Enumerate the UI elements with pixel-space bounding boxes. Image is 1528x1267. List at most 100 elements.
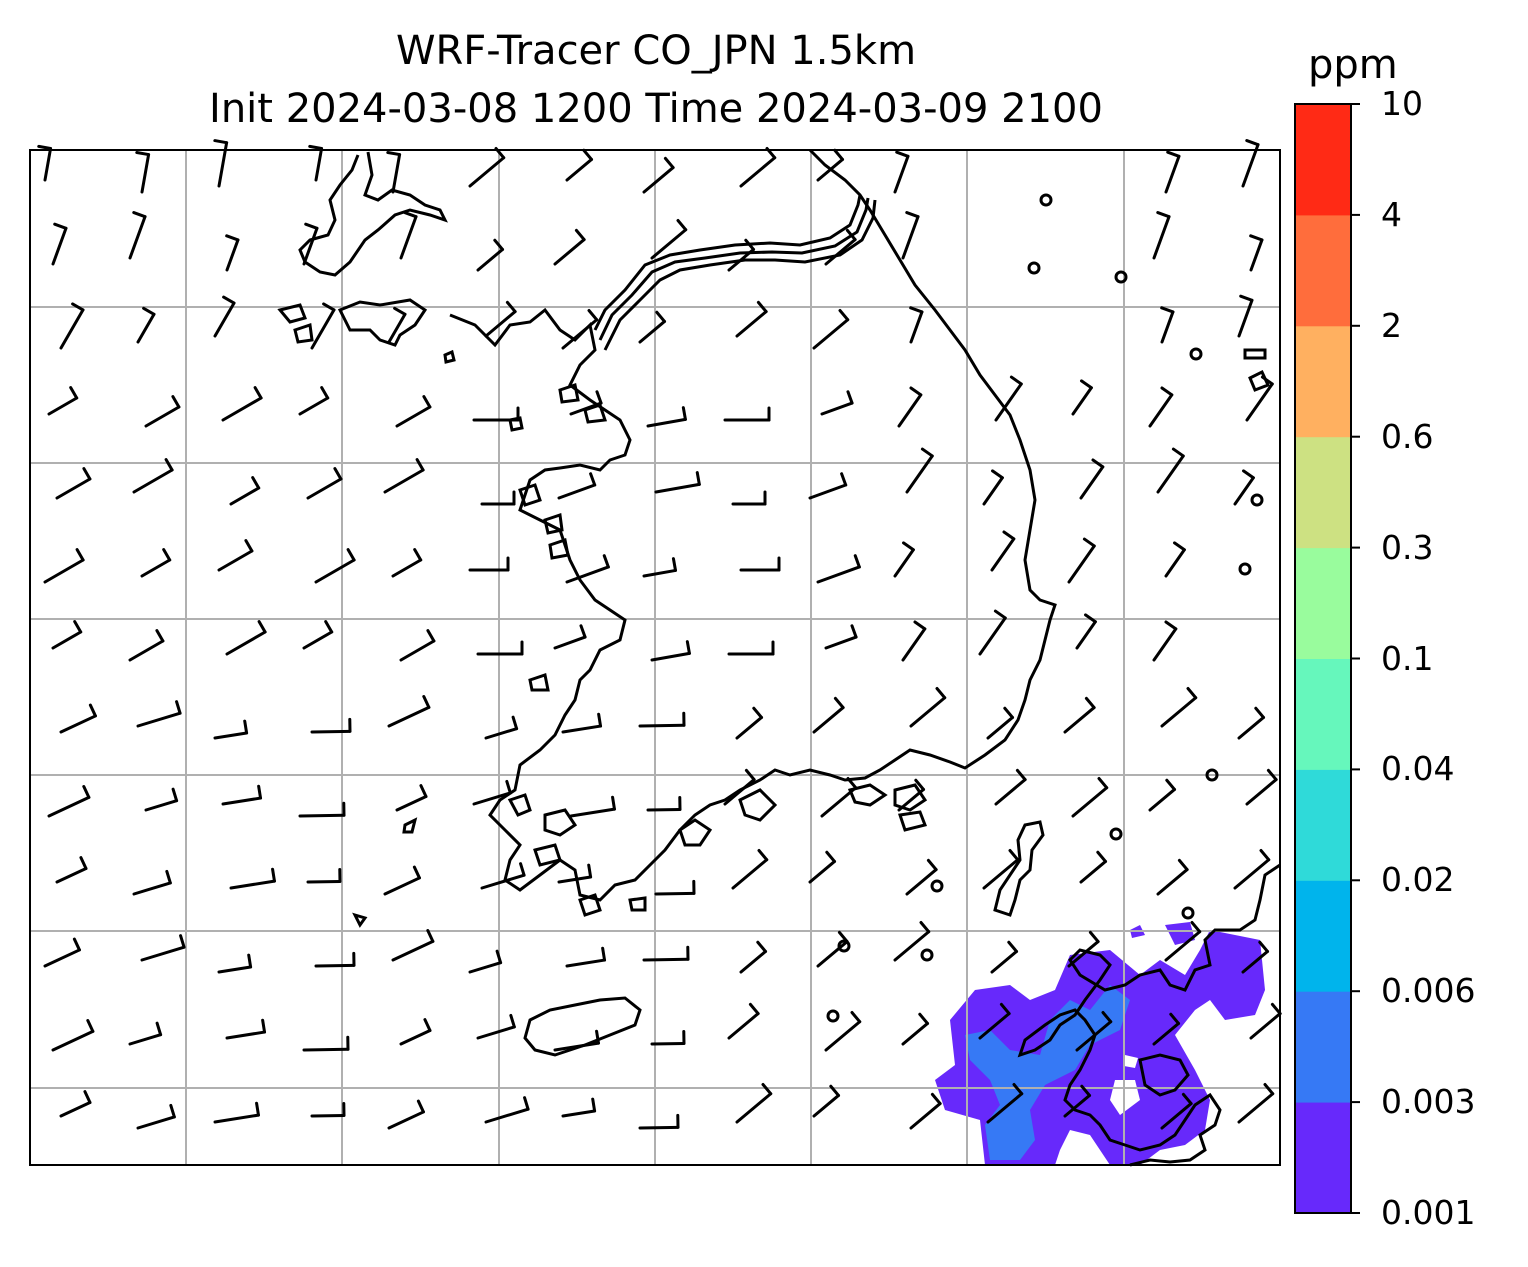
- wind-barb-flag: [902, 541, 915, 552]
- wind-barb-shaft: [901, 215, 920, 260]
- wind-barb: [650, 219, 688, 260]
- wind-barb-shaft: [132, 468, 174, 494]
- wind-barb: [820, 777, 858, 818]
- wind-barb-flag: [1270, 1002, 1282, 1016]
- wind-barb-flag: [53, 222, 68, 230]
- wind-barb-flag: [1186, 687, 1198, 700]
- wind-barb-shaft: [1245, 778, 1278, 806]
- wind-barb: [654, 471, 701, 494]
- wind-barb-shaft: [1075, 1020, 1113, 1052]
- wind-barb-shaft: [986, 715, 1015, 740]
- wind-barb: [820, 390, 854, 416]
- wind-barb: [51, 620, 83, 650]
- wind-barb-flag: [926, 858, 938, 872]
- wind-barb-flag: [324, 620, 334, 634]
- wind-barb-shaft: [561, 318, 599, 350]
- wind-barb: [399, 629, 436, 662]
- wind-barb: [55, 856, 88, 884]
- wind-barb: [472, 406, 520, 422]
- wind-barb-shaft: [43, 146, 53, 182]
- wind-barb-shaft: [132, 881, 172, 896]
- wind-barb: [727, 1002, 760, 1040]
- wind-barb-shaft: [723, 778, 756, 806]
- wind-barb: [213, 719, 249, 740]
- wind-barb: [990, 530, 1016, 572]
- wind-barb-shaft: [55, 477, 92, 500]
- wind-barb: [986, 1083, 1024, 1124]
- wind-barb-flag: [1096, 850, 1108, 863]
- wind-barb-flag: [271, 867, 276, 883]
- wind-barb: [47, 785, 91, 818]
- wind-barb-flag: [1082, 537, 1096, 548]
- wind-barb-flag: [829, 1084, 841, 1097]
- wind-barb-shaft: [468, 156, 506, 188]
- wind-barb-shaft: [1160, 696, 1198, 728]
- wind-barb-flag: [595, 1029, 600, 1045]
- wind-barb: [812, 309, 850, 350]
- wind-barb-shaft: [387, 312, 407, 344]
- wind-barb: [221, 784, 263, 806]
- wind-barb-shaft: [812, 318, 850, 350]
- wind-barb: [812, 696, 845, 734]
- wind-barb-flag: [920, 447, 934, 458]
- wind-barb-shaft: [1075, 620, 1097, 650]
- wind-barb: [982, 469, 1004, 506]
- wind-barb-flag: [909, 386, 923, 397]
- wind-barb-flag: [1254, 706, 1266, 719]
- map-title-line-2: Init 2024-03-08 1200 Time 2024-03-09 210…: [209, 86, 1103, 132]
- wind-barb: [1245, 375, 1274, 422]
- calm-wind-circle: [1205, 768, 1219, 782]
- wind-barb-flag: [88, 703, 97, 718]
- wind-barb-shaft: [1079, 859, 1108, 884]
- wind-barb-flag: [1080, 1084, 1092, 1097]
- wind-barb-flag: [1091, 458, 1105, 469]
- wind-barb: [565, 148, 594, 182]
- wind-barb: [213, 295, 236, 338]
- wind-barb: [399, 211, 418, 260]
- calm-wind-circle: [837, 939, 851, 953]
- wind-barb-flag: [587, 863, 593, 879]
- wind-barb: [132, 869, 172, 896]
- wind-barb-flag: [846, 390, 854, 405]
- wind-barb-flag: [1003, 706, 1015, 719]
- wind-barb-flag: [1165, 778, 1177, 791]
- wind-barb: [395, 395, 432, 428]
- korea-south-islands: [678, 783, 928, 847]
- colorbar-tick-label: 2: [1381, 305, 1402, 345]
- wind-barb-flag: [833, 696, 845, 710]
- wind-barb-shaft: [51, 630, 83, 650]
- wind-barb-flag: [1249, 234, 1264, 242]
- wind-barb-shaft: [302, 1047, 350, 1052]
- wind-barb: [1148, 386, 1174, 428]
- wind-barb-flag: [991, 469, 1004, 480]
- wind-barb-shaft: [1063, 1093, 1092, 1118]
- colorbar-tick-label: 0.6: [1381, 416, 1434, 456]
- wind-barb-flag: [257, 620, 267, 634]
- wind-barb-shaft: [140, 153, 151, 194]
- wind-barb-shaft: [990, 537, 1016, 572]
- colorbar-segment: [1295, 325, 1351, 438]
- wind-barb-shaft: [1241, 143, 1260, 188]
- wind-barb-shaft: [978, 1012, 1011, 1040]
- wind-barb: [476, 1013, 516, 1040]
- colorbar-segment: [1295, 547, 1351, 659]
- wind-barb-shaft: [739, 949, 768, 974]
- wind-barb-shaft: [565, 565, 610, 584]
- wind-barb-flag: [1084, 696, 1096, 710]
- wind-barb: [128, 1021, 163, 1046]
- wind-barb-shaft: [55, 866, 88, 884]
- wind-barb-shaft: [650, 228, 688, 260]
- wind-barb: [310, 717, 352, 734]
- wind-barb-shaft: [901, 627, 927, 662]
- wind-barb-flag: [1266, 768, 1278, 782]
- wind-barb-flag: [416, 1099, 425, 1114]
- wind-barb: [909, 306, 924, 344]
- wind-barb: [128, 629, 165, 662]
- wind-barb-shaft: [909, 310, 924, 344]
- wind-barb: [824, 1011, 862, 1052]
- wind-barb-shaft: [982, 476, 1004, 506]
- wind-barb: [808, 472, 848, 500]
- colorbar-tick-label: 0.02: [1381, 860, 1455, 900]
- wind-barb-shaft: [1233, 858, 1271, 890]
- wind-barb-flag: [913, 620, 927, 631]
